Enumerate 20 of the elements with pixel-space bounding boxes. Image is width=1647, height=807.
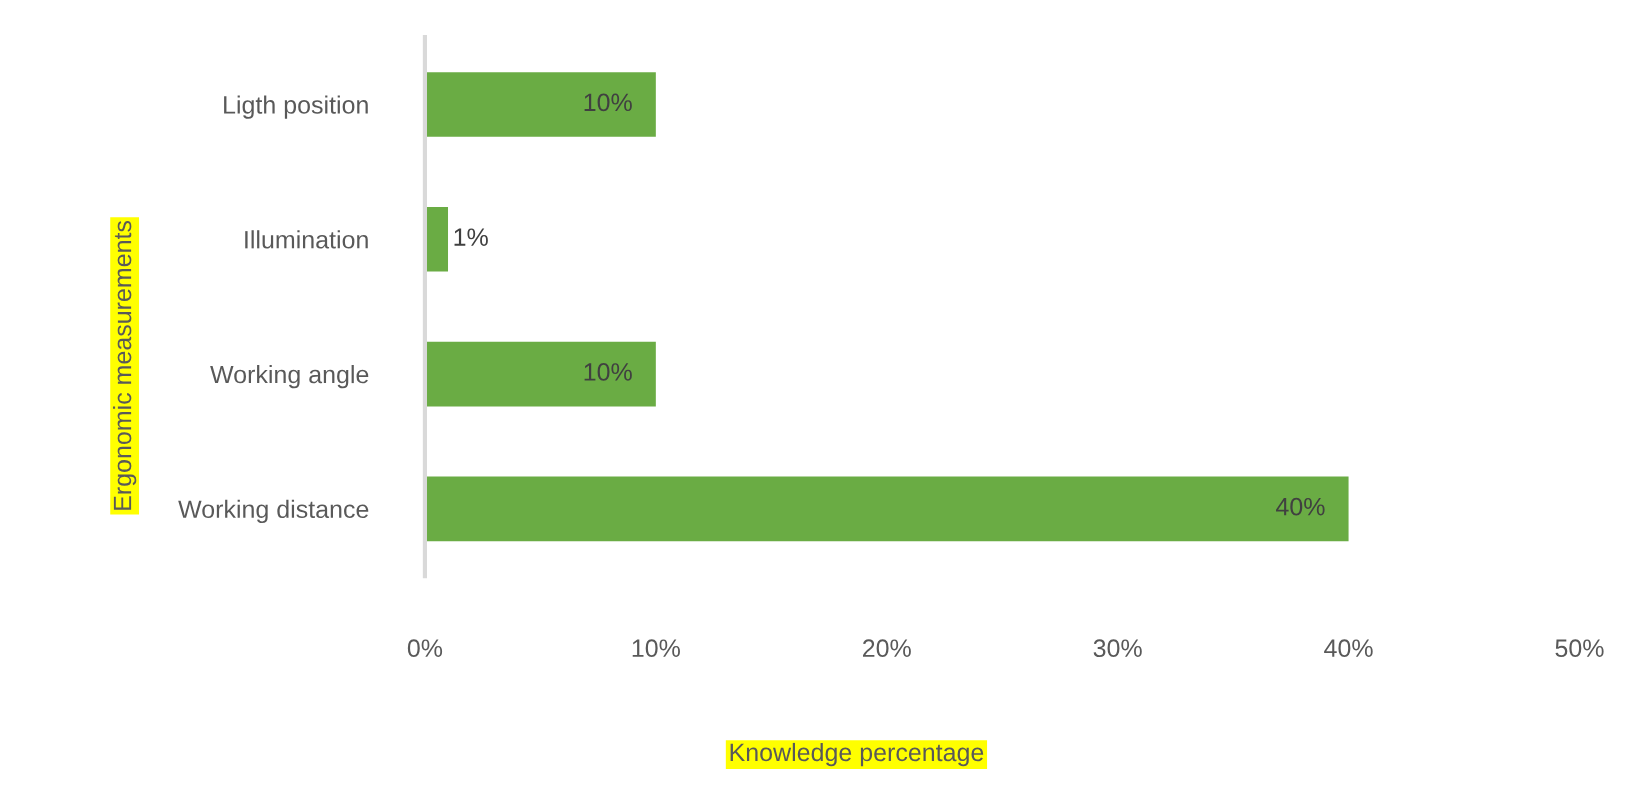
- bar: [424, 206, 449, 272]
- x-tick-label: 20%: [862, 639, 911, 658]
- x-tick-label: 40%: [1324, 639, 1373, 658]
- bar: [424, 341, 656, 407]
- data-label: 10%: [584, 93, 632, 112]
- data-label: 1%: [454, 228, 488, 246]
- y-tick-label: Working distance: [178, 499, 369, 524]
- y-tick-label: Ligth position: [224, 95, 368, 119]
- y-tick-label: Illumination: [245, 230, 368, 249]
- x-tick-label: 0%: [407, 639, 443, 658]
- x-tick-label: 50%: [1555, 639, 1604, 658]
- x-tick-label: 30%: [1093, 639, 1142, 658]
- y-axis-title: Ergonomic measurements: [112, 220, 137, 510]
- bar: [424, 72, 656, 137]
- data-label: 10%: [584, 363, 632, 381]
- x-tick-label: 10%: [632, 639, 680, 658]
- data-label: 40%: [1276, 497, 1325, 516]
- bar: [424, 476, 1349, 542]
- y-tick-label: Working angle: [210, 364, 369, 389]
- x-axis-title: Knowledge percentage: [730, 742, 984, 767]
